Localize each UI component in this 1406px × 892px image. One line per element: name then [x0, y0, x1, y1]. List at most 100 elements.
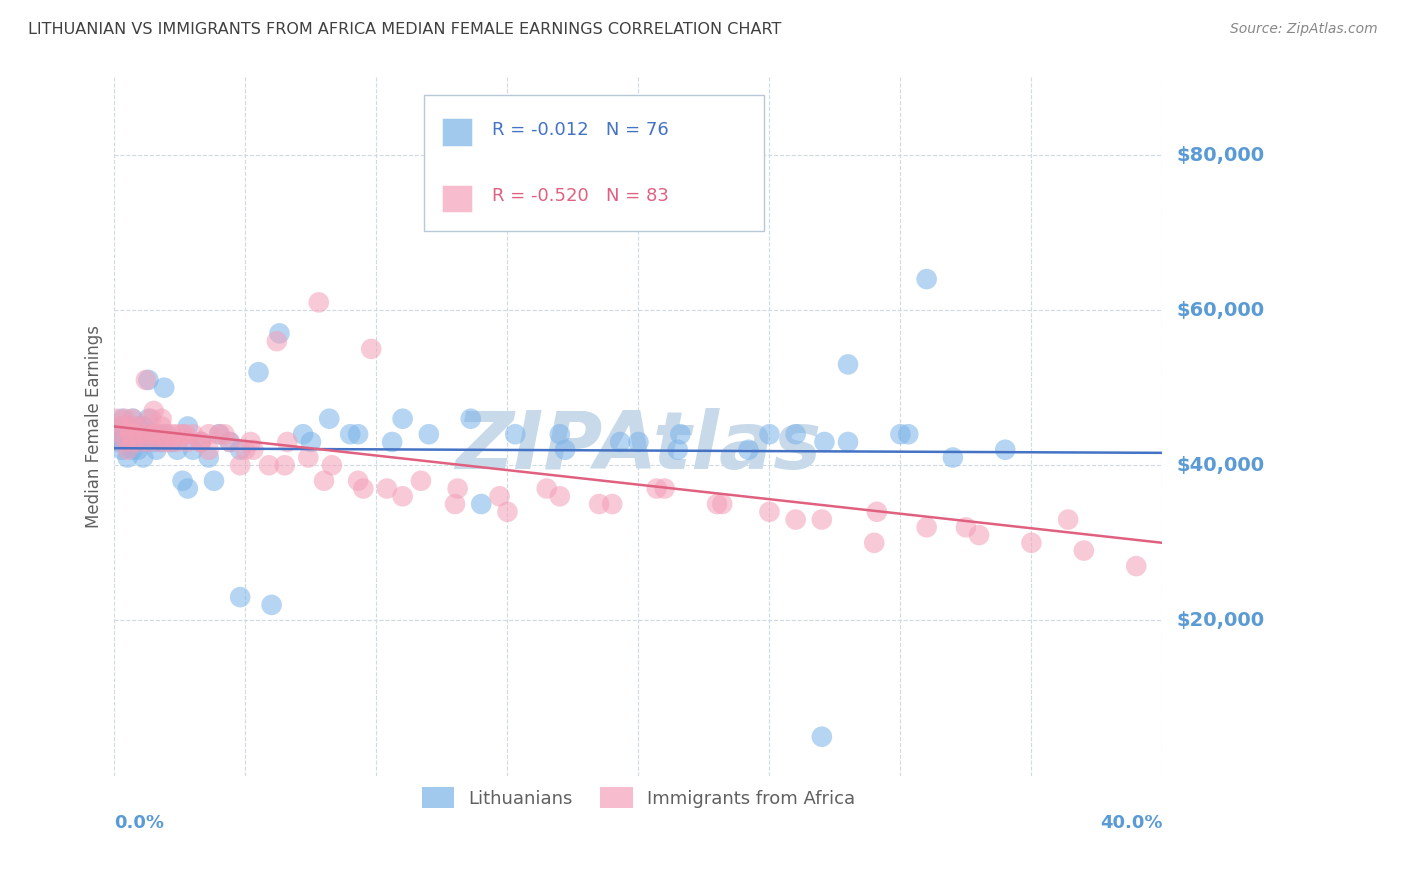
- Point: [150, 419, 173, 434]
- Point: [148, 427, 170, 442]
- Y-axis label: Median Female Earnings: Median Female Earnings: [86, 325, 103, 528]
- Text: R = -0.520   N = 83: R = -0.520 N = 83: [492, 187, 669, 205]
- Point: [548, 489, 571, 503]
- Point: [111, 411, 134, 425]
- Point: [181, 427, 204, 442]
- Point: [706, 497, 728, 511]
- Point: [1125, 559, 1147, 574]
- Point: [135, 427, 157, 442]
- Point: [177, 419, 200, 434]
- Point: [166, 435, 188, 450]
- Text: LITHUANIAN VS IMMIGRANTS FROM AFRICA MEDIAN FEMALE EARNINGS CORRELATION CHART: LITHUANIAN VS IMMIGRANTS FROM AFRICA MED…: [28, 22, 782, 37]
- Point: [214, 427, 236, 442]
- Point: [229, 442, 252, 457]
- Point: [470, 497, 492, 511]
- Point: [588, 497, 610, 511]
- Point: [391, 411, 413, 425]
- Point: [627, 435, 650, 450]
- Point: [111, 442, 134, 457]
- Point: [1021, 536, 1043, 550]
- Point: [111, 427, 134, 442]
- Point: [139, 411, 162, 425]
- Point: [105, 411, 128, 425]
- Point: [105, 427, 128, 442]
- Point: [153, 427, 176, 442]
- Point: [129, 435, 152, 450]
- Point: [1057, 512, 1080, 526]
- Point: [197, 427, 219, 442]
- Point: [711, 497, 734, 511]
- Point: [120, 427, 142, 442]
- Point: [121, 411, 143, 425]
- Point: [360, 342, 382, 356]
- FancyBboxPatch shape: [443, 119, 472, 146]
- Point: [813, 435, 835, 450]
- Point: [758, 427, 780, 442]
- Point: [600, 497, 623, 511]
- Point: [177, 435, 200, 450]
- Point: [156, 427, 179, 442]
- Point: [120, 435, 142, 450]
- Point: [785, 512, 807, 526]
- Point: [503, 427, 526, 442]
- Point: [669, 427, 692, 442]
- Text: ZIPAtlas: ZIPAtlas: [456, 409, 821, 486]
- Point: [142, 427, 165, 442]
- Point: [666, 442, 689, 457]
- Text: R = -0.012   N = 76: R = -0.012 N = 76: [492, 120, 668, 139]
- Point: [114, 427, 136, 442]
- Point: [242, 442, 264, 457]
- Point: [308, 295, 330, 310]
- Point: [181, 442, 204, 457]
- FancyBboxPatch shape: [443, 185, 472, 212]
- Point: [121, 435, 143, 450]
- Point: [785, 427, 807, 442]
- Point: [488, 489, 510, 503]
- Point: [758, 505, 780, 519]
- Point: [166, 442, 188, 457]
- Text: 0.0%: 0.0%: [114, 814, 165, 832]
- Point: [257, 458, 280, 473]
- Point: [120, 427, 142, 442]
- Point: [153, 381, 176, 395]
- Point: [235, 442, 257, 457]
- Point: [121, 411, 143, 425]
- Point: [460, 411, 482, 425]
- Point: [218, 435, 240, 450]
- Point: [135, 435, 157, 450]
- Point: [160, 427, 183, 442]
- Point: [117, 419, 139, 434]
- Point: [172, 427, 194, 442]
- Point: [889, 427, 911, 442]
- Point: [321, 458, 343, 473]
- Point: [312, 474, 335, 488]
- Point: [132, 419, 155, 434]
- Point: [269, 326, 291, 341]
- Point: [150, 435, 173, 450]
- Point: [554, 442, 576, 457]
- Point: [967, 528, 990, 542]
- Point: [129, 435, 152, 450]
- Point: [117, 450, 139, 465]
- Point: [297, 450, 319, 465]
- Point: [142, 435, 165, 450]
- Point: [132, 419, 155, 434]
- Point: [145, 442, 167, 457]
- Point: [124, 427, 146, 442]
- Point: [260, 598, 283, 612]
- Point: [218, 435, 240, 450]
- Point: [274, 458, 297, 473]
- Point: [897, 427, 920, 442]
- Point: [863, 536, 886, 550]
- Point: [1073, 543, 1095, 558]
- Point: [375, 482, 398, 496]
- Point: [159, 435, 181, 450]
- Point: [138, 411, 160, 425]
- Point: [239, 435, 262, 450]
- Point: [108, 419, 131, 434]
- Point: [160, 435, 183, 450]
- Point: [339, 427, 361, 442]
- Point: [837, 435, 859, 450]
- Point: [127, 427, 149, 442]
- Point: [229, 590, 252, 604]
